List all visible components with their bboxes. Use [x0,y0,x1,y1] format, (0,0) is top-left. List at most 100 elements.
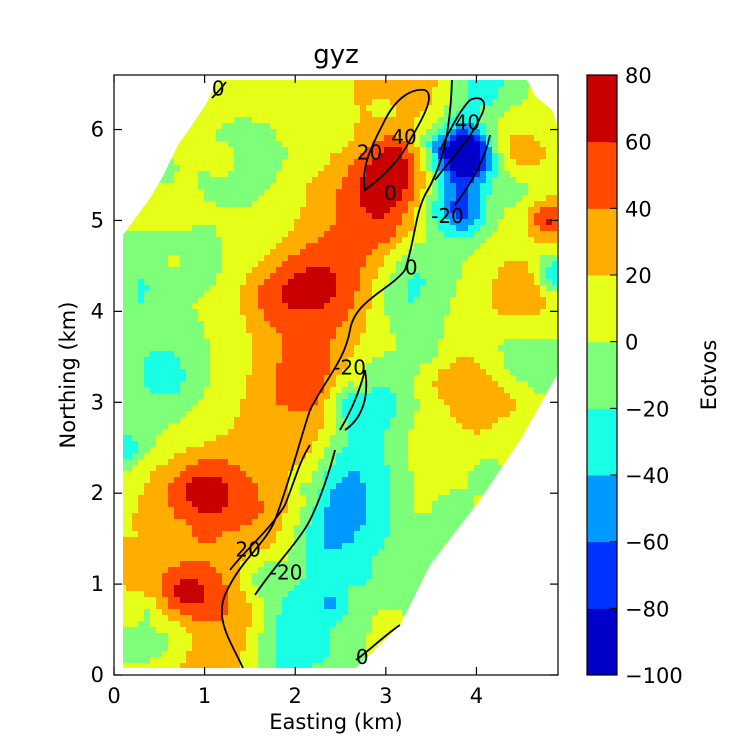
field-cell [186,177,193,184]
field-cell [408,465,415,472]
field-cell [258,579,265,586]
field-cell [354,549,361,556]
field-cell [372,225,379,232]
field-cell [408,345,415,352]
field-cell [138,663,145,668]
field-cell [330,183,337,190]
field-cell [222,411,229,418]
field-cell [294,177,301,184]
field-cell [144,381,151,388]
field-cell [270,165,277,172]
field-cell [186,357,193,364]
field-cell [354,195,361,202]
field-cell [132,519,139,526]
field-cell [180,309,187,316]
field-cell [174,351,181,358]
field-cell [360,465,367,472]
field-cell [258,159,265,166]
field-cell [252,111,259,118]
field-cell [168,423,175,430]
field-cell [378,267,385,274]
field-cell [282,171,289,178]
field-cell [246,111,253,118]
field-cell [342,219,349,226]
field-cell [162,597,169,604]
field-cell [246,231,253,238]
field-cell [258,80,265,82]
field-cell [270,243,277,250]
field-cell [126,321,133,328]
field-cell [252,363,259,370]
field-cell [180,465,187,472]
field-cell [270,417,277,424]
field-cell [228,555,235,562]
field-cell [264,195,271,202]
field-cell [150,579,157,586]
field-cell [318,87,325,94]
field-cell [126,279,133,286]
field-cell [240,483,247,490]
field-cell [288,309,295,316]
field-cell [252,291,259,298]
field-cell [342,111,349,118]
field-cell [378,519,385,526]
field-cell [384,267,391,274]
field-cell [276,189,283,196]
field-cell [276,393,283,400]
field-cell [228,129,235,136]
field-cell [204,345,211,352]
field-cell [210,453,217,460]
field-cell [162,321,169,328]
field-cell [258,303,265,310]
field-cell [258,99,265,106]
field-cell [336,597,343,604]
field-cell [174,531,181,538]
field-cell [378,483,385,490]
field-cell [366,405,373,412]
field-cell [276,495,283,502]
field-cell [330,285,337,292]
field-cell [402,351,409,358]
field-cell [168,621,175,628]
field-cell [324,465,331,472]
field-cell [324,93,331,100]
field-cell [390,615,397,622]
field-cell [306,171,313,178]
field-cell [396,80,403,82]
field-cell [300,405,307,412]
field-cell [123,417,127,424]
field-cell [246,651,253,658]
field-cell [330,165,337,172]
field-cell [222,111,229,118]
field-cell [402,453,409,460]
field-cell [180,285,187,292]
field-cell [144,447,151,454]
field-cell [216,171,223,178]
field-cell [312,81,319,88]
field-cell [408,399,415,406]
field-cell [234,93,241,100]
field-cell [222,87,229,94]
field-cell [192,639,199,646]
field-cell [258,663,265,668]
field-cell [288,117,295,124]
field-cell [300,177,307,184]
field-cell [276,477,283,484]
field-cell [390,363,397,370]
field-cell [360,417,367,424]
field-cell [396,255,403,262]
field-cell [342,525,349,532]
field-cell [396,591,403,598]
field-cell [324,135,331,142]
field-cell [264,201,271,208]
field-cell [294,321,301,328]
field-cell [378,399,385,406]
field-cell [192,609,199,616]
field-cell [270,447,277,454]
field-cell [348,507,355,514]
field-cell [216,321,223,328]
field-cell [180,255,187,262]
field-cell [366,237,373,244]
field-cell [180,621,187,628]
field-cell [180,213,187,220]
